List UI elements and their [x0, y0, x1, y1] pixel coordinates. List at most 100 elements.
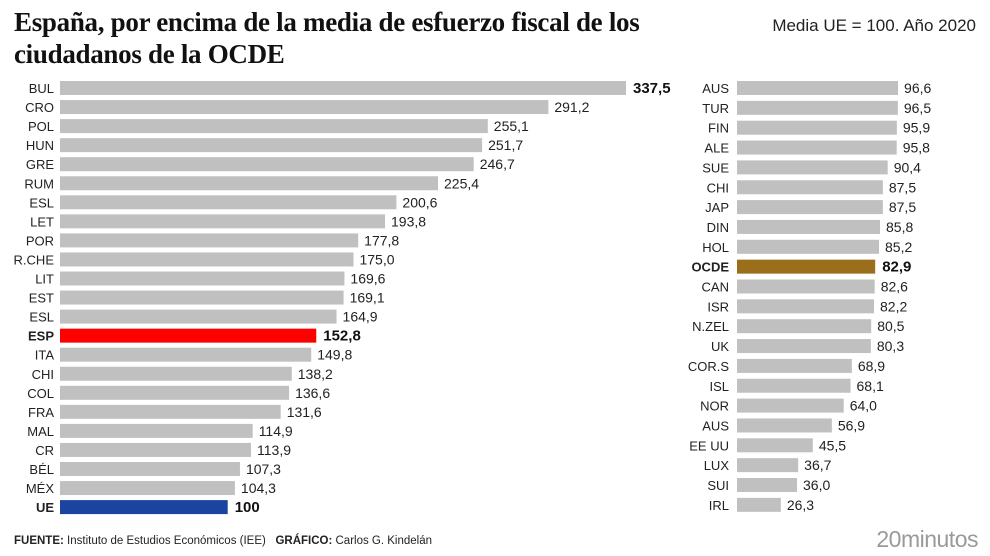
bar-r-che	[60, 252, 354, 267]
category-label: SUI	[707, 478, 729, 493]
value-label: 337,5	[633, 80, 671, 97]
value-label: 200,6	[402, 194, 437, 210]
chart-subtitle: Media UE = 100. Año 2020	[772, 16, 976, 35]
category-label: EE UU	[689, 438, 729, 453]
category-label: BÉL	[29, 462, 54, 477]
bar-sui	[737, 478, 798, 492]
value-label: 169,6	[350, 271, 385, 287]
value-label: 26,3	[787, 497, 814, 513]
category-label: R.CHE	[14, 252, 55, 267]
category-label: TUR	[702, 101, 729, 116]
category-label: FIN	[708, 121, 729, 136]
bar-est	[60, 290, 344, 305]
category-label: MÉX	[26, 481, 55, 496]
value-label: 87,5	[889, 199, 916, 215]
bar-por	[60, 233, 359, 248]
category-label: FRA	[28, 405, 54, 420]
bar-lit	[60, 271, 345, 286]
value-label: 68,9	[858, 358, 885, 374]
right-panel: AUS 96,6 TUR 96,5 FIN 95,9 ALE 95,8 SUE 90,4 CHI 87…	[688, 80, 932, 513]
graphic-label: GRÁFICO:	[275, 535, 333, 547]
category-label: LUX	[704, 458, 730, 473]
value-label: 152,8	[323, 328, 361, 345]
category-label: ESP	[28, 329, 54, 344]
value-label: 96,6	[904, 80, 931, 96]
bar-cr	[60, 442, 252, 457]
value-label: 175,0	[359, 251, 394, 267]
bar-esp	[60, 328, 317, 343]
value-label: 225,4	[444, 175, 479, 191]
value-label: 95,8	[903, 140, 930, 156]
category-label: ESL	[29, 310, 54, 325]
value-label: 246,7	[480, 156, 515, 172]
category-label: ESL	[29, 195, 54, 210]
category-label: CR	[35, 443, 54, 458]
bar-irl	[737, 497, 781, 512]
value-label: 82,6	[881, 279, 908, 295]
bar-rum	[60, 176, 439, 191]
bar-chi	[737, 180, 883, 195]
bar-jap	[737, 200, 883, 215]
bar-ita	[60, 347, 312, 362]
category-label: CHI	[707, 180, 729, 195]
category-label: ALE	[704, 141, 729, 156]
value-label: 100	[235, 499, 260, 516]
bar-aus	[737, 81, 899, 95]
category-label: BUL	[29, 81, 54, 96]
value-label: 85,2	[885, 239, 912, 255]
category-label: AUS	[702, 81, 729, 96]
category-label: CAN	[702, 280, 729, 295]
category-label: COL	[27, 386, 54, 401]
bar-gre	[60, 157, 474, 172]
category-label: SUE	[702, 160, 729, 175]
category-label: HOL	[702, 240, 729, 255]
bar-bul	[60, 81, 626, 95]
bar-let	[60, 214, 386, 229]
value-label: 131,6	[287, 404, 322, 420]
value-label: 95,9	[903, 120, 930, 136]
category-label: HUN	[26, 138, 54, 153]
bar-isr	[737, 299, 875, 314]
category-label: POR	[26, 233, 54, 248]
value-label: 138,2	[298, 366, 333, 382]
bar-can	[737, 279, 875, 294]
category-label: JAP	[705, 200, 729, 215]
category-label: AUS	[702, 418, 729, 433]
value-label: 113,9	[257, 442, 291, 458]
category-label: MAL	[27, 424, 54, 439]
bar-hun	[60, 138, 483, 153]
bar-n-zel	[737, 319, 872, 334]
value-label: 56,9	[838, 417, 865, 433]
bar-cro	[60, 100, 549, 115]
category-label: CHI	[32, 367, 54, 382]
bar-nor	[737, 398, 844, 413]
value-label: 104,3	[241, 480, 276, 496]
category-label: N.ZEL	[692, 319, 729, 334]
bar-ue	[60, 500, 228, 515]
category-label: IRL	[709, 498, 729, 513]
value-label: 82,9	[882, 259, 911, 276]
chart-title: España, por encima de la media de esfuer…	[14, 7, 640, 69]
category-label: GRE	[26, 157, 55, 172]
value-label: 136,6	[295, 385, 330, 401]
left-panel: BUL 337,5 CRO 291,2 POL 255,1 HUN 251,7 GRE 246,7…	[14, 80, 671, 516]
value-label: 36,0	[803, 477, 830, 493]
value-label: 149,8	[317, 347, 352, 363]
bar-lux	[737, 458, 799, 473]
bar-aus	[737, 418, 832, 433]
category-label: LIT	[35, 272, 54, 287]
category-label: ISL	[709, 379, 729, 394]
value-label: 114,9	[259, 423, 293, 439]
bar-din	[737, 219, 881, 234]
bar-uk	[737, 339, 871, 354]
graphic-text: Carlos G. Kindelán	[335, 535, 433, 547]
category-label: RUM	[24, 176, 54, 191]
bar-fin	[737, 120, 897, 135]
category-label: NOR	[700, 399, 729, 414]
value-label: 85,8	[886, 219, 913, 235]
bar-tur	[737, 100, 898, 115]
bar-pol	[60, 119, 488, 134]
value-label: 96,5	[904, 100, 931, 116]
category-label: OCDE	[691, 260, 729, 275]
